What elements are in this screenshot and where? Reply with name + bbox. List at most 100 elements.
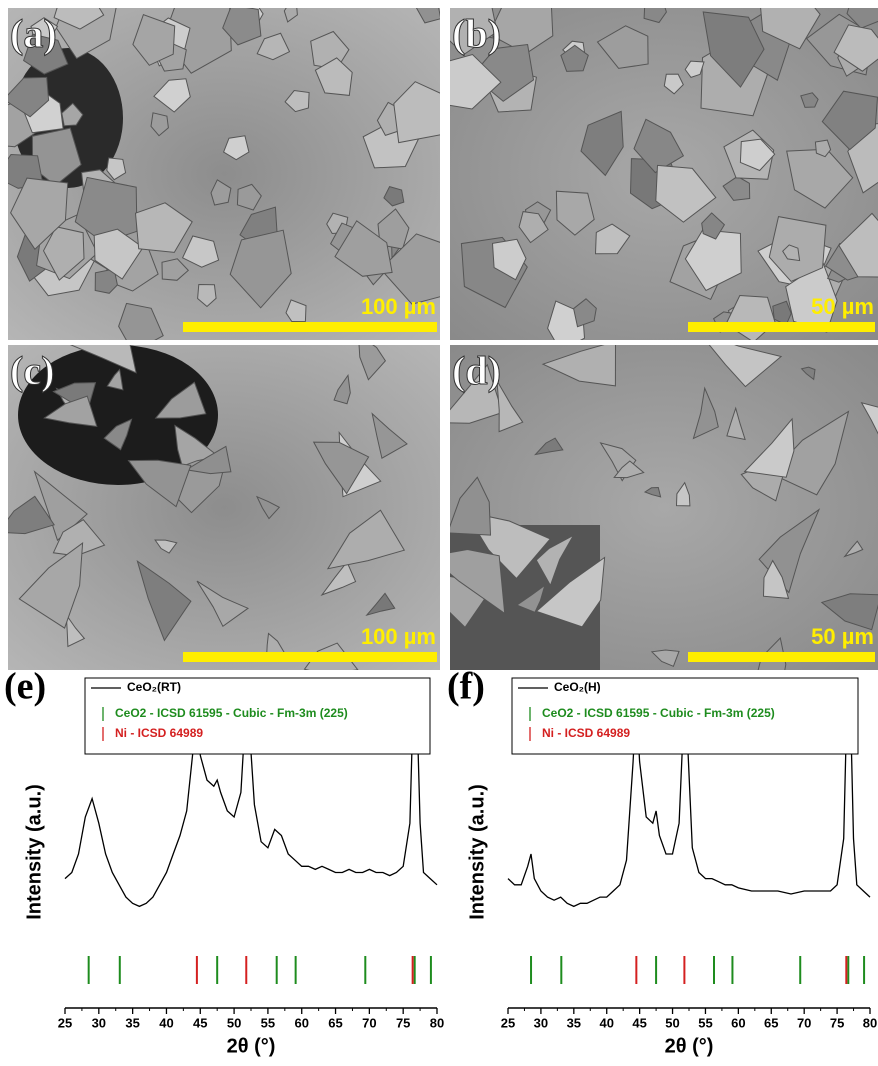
sem-particle <box>650 649 680 667</box>
sem-particle <box>814 139 832 158</box>
sem-particle <box>675 481 691 507</box>
sem-particle <box>702 11 765 88</box>
sem-particle <box>312 441 370 495</box>
x-tick-label: 65 <box>764 1015 778 1030</box>
x-axis-title: 2θ (°) <box>227 1035 276 1057</box>
sem-particle <box>256 32 291 61</box>
sem-particle <box>106 157 127 181</box>
sem-particle <box>23 33 69 75</box>
sem-particle <box>518 211 549 244</box>
panel-label: (d) <box>452 348 501 393</box>
sem-particle <box>450 476 492 536</box>
sem-particle <box>739 138 776 172</box>
legend-label: CeO2 - ICSD 61595 - Cubic - Fm-3m (225) <box>542 706 775 720</box>
scale-bar <box>688 322 875 332</box>
legend-label: Ni - ICSD 64989 <box>542 726 630 740</box>
sem-particle <box>701 212 726 240</box>
sem-image <box>8 8 440 340</box>
x-tick-label: 40 <box>599 1015 613 1030</box>
sem-particle <box>450 363 504 424</box>
sem-particle <box>786 148 854 209</box>
scale-bar <box>688 652 875 662</box>
chart-panel-label: (e) <box>4 666 46 708</box>
sem-particle <box>181 235 220 268</box>
sem-particle <box>450 548 506 615</box>
sem-particle <box>358 345 387 381</box>
sem-particle <box>573 298 597 328</box>
sem-particle <box>18 542 84 629</box>
sem-particle <box>326 509 406 570</box>
x-tick-label: 30 <box>92 1015 106 1030</box>
sem-particle <box>782 244 801 262</box>
sem-particle <box>334 220 393 277</box>
sem-particle <box>377 208 410 250</box>
y-axis-title: Intensity (a.u.) <box>466 784 488 920</box>
sem-particle <box>860 402 878 435</box>
sem-particle <box>10 177 69 250</box>
sem-particle <box>153 78 191 113</box>
sem-particle <box>210 179 232 206</box>
sem-particle <box>800 92 819 108</box>
sem-hole <box>18 345 218 485</box>
x-tick-label: 60 <box>731 1015 745 1030</box>
sem-particle <box>843 540 864 558</box>
scale-bar-label: 100 µm <box>361 294 436 319</box>
sem-particle <box>8 495 55 535</box>
x-tick-label: 40 <box>159 1015 173 1030</box>
legend-box <box>511 677 859 755</box>
sem-particle <box>393 81 440 144</box>
sem-particle <box>222 135 250 161</box>
scale-bar <box>183 652 437 662</box>
x-tick-label: 75 <box>830 1015 844 1030</box>
sem-particle <box>726 406 746 441</box>
sem-particle <box>535 534 575 587</box>
panel-label: (c) <box>10 348 54 393</box>
sem-particle <box>154 381 207 419</box>
sem-particle <box>633 118 685 174</box>
x-tick-label: 60 <box>294 1015 308 1030</box>
sem-particle <box>820 593 878 631</box>
sem-particle <box>580 110 624 177</box>
sem-particle <box>365 592 396 617</box>
sem-particle <box>184 445 232 475</box>
sem-particle <box>371 412 408 459</box>
sem-particle <box>53 8 105 30</box>
sem-particle <box>333 373 351 405</box>
sem-particle <box>106 368 124 391</box>
x-tick-label: 65 <box>328 1015 342 1030</box>
sem-particle <box>535 556 606 628</box>
sem-image <box>8 345 440 670</box>
legend-label: CeO₂(RT) <box>127 680 181 694</box>
x-tick-label: 80 <box>863 1015 877 1030</box>
x-tick-label: 35 <box>125 1015 139 1030</box>
sem-particle <box>118 302 164 340</box>
sem-particle <box>383 186 405 207</box>
sem-particle <box>132 13 176 66</box>
sem-particle <box>515 584 546 613</box>
sem-particle <box>43 395 98 427</box>
x-tick-label: 25 <box>58 1015 72 1030</box>
sem-particle <box>643 8 667 24</box>
sem-particle <box>33 470 88 542</box>
sem-particle <box>161 258 190 281</box>
x-tick-label: 50 <box>665 1015 679 1030</box>
sem-particle <box>255 495 281 520</box>
sem-particle <box>534 437 564 456</box>
sem-particle <box>655 164 717 223</box>
sem-particle <box>127 459 192 508</box>
spectrum-line <box>507 699 871 908</box>
sem-particle <box>684 229 742 292</box>
sem-particle <box>643 486 662 498</box>
sem-particle <box>722 175 751 201</box>
sem-particle <box>560 44 589 72</box>
sem-particle <box>821 90 878 151</box>
sem-particle <box>93 228 144 280</box>
sem-particle <box>450 8 498 56</box>
sem-particle <box>284 89 310 113</box>
legend-label: CeO2 - ICSD 61595 - Cubic - Fm-3m (225) <box>115 706 348 720</box>
x-tick-label: 55 <box>698 1015 712 1030</box>
sem-particle <box>136 559 192 642</box>
sem-particle <box>415 8 440 24</box>
sem-particle <box>103 418 133 451</box>
